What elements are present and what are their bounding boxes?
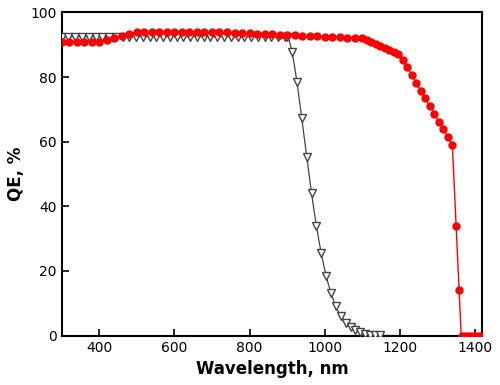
X-axis label: Wavelength, nm: Wavelength, nm xyxy=(196,360,348,378)
Y-axis label: QE, %: QE, % xyxy=(7,147,25,201)
